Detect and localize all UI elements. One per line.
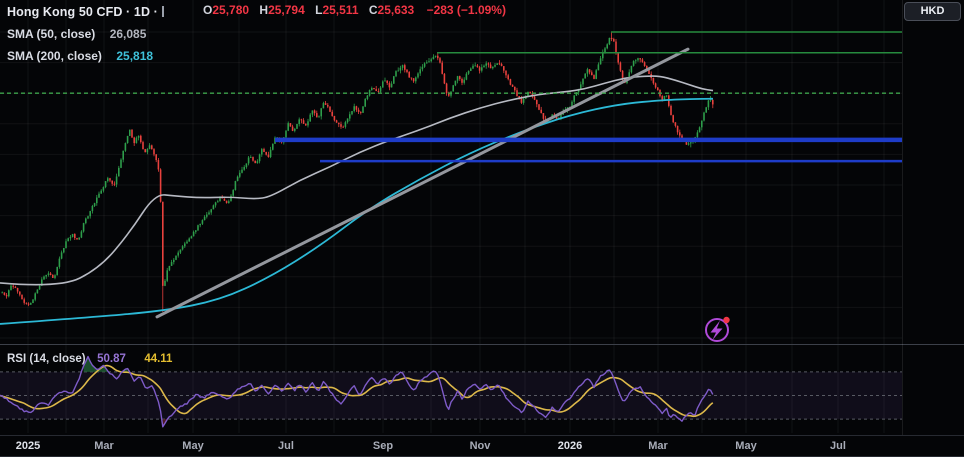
time-label-Nov: Nov [469, 440, 491, 452]
rsi-legend-row[interactable]: RSI (14, close) 50.87 44.11 [7, 349, 173, 365]
close-value: 25,633 [377, 3, 415, 17]
lightning-bolt-icon [710, 320, 723, 340]
open-label: O [203, 3, 213, 17]
price-axis[interactable]: 25,00024,00023,00022,00021,00020,00019,0… [902, 0, 964, 434]
rsi-line [0, 355, 714, 428]
rsi-label: RSI (14, close) [7, 353, 86, 365]
pane-divider[interactable] [0, 344, 964, 345]
time-label-Mar: Mar [94, 440, 114, 452]
rsi-value: 50.87 [97, 353, 126, 365]
time-label-Jul: Jul [830, 440, 846, 452]
rsi-pane [0, 355, 902, 428]
title-cursor-bar [161, 6, 164, 17]
time-label-Sep: Sep [372, 440, 394, 452]
time-label-Mar: Mar [648, 440, 668, 452]
high-label: H [259, 3, 269, 17]
overlay-lines [0, 47, 714, 325]
time-label-May: May [182, 440, 204, 452]
symbol-title: Hong Kong 50 CFD · 1D · [7, 5, 158, 19]
sma200-line [0, 97, 714, 325]
sma200-label: SMA (200, close) [7, 49, 102, 63]
time-label-2026: 2026 [557, 440, 583, 452]
time-label-2025: 2025 [15, 440, 41, 452]
rsi-ma-value: 44.11 [144, 353, 173, 365]
time-axis[interactable]: 2025 Mar May Jul Sep Nov 2026 Mar May Jul [0, 436, 964, 457]
sma200-value: 25,818 [116, 49, 154, 63]
candlestick-series [1, 32, 714, 312]
currency-button[interactable]: HKD [904, 2, 961, 21]
price-axis-divider [902, 0, 903, 435]
trendline [155, 47, 690, 319]
close-label: C [368, 3, 378, 17]
symbol-legend-row[interactable]: Hong Kong 50 CFD · 1D · O25,780 H25,794 … [7, 3, 506, 19]
sma50-label: SMA (50, close) [7, 27, 96, 41]
ohlc-values: O25,780 H25,794 L25,511 C25,633 −283 (−1… [203, 3, 506, 17]
sma50-value: 26,085 [109, 27, 147, 41]
sma50-line [0, 75, 714, 286]
boost-button[interactable] [705, 316, 730, 342]
time-label-Jul: Jul [278, 440, 294, 452]
sma50-legend-row[interactable]: SMA (50, close) 26,085 [7, 25, 146, 41]
boost-ring-icon [705, 318, 729, 342]
open-value: 25,780 [212, 3, 250, 17]
price-levels[interactable] [0, 31, 902, 163]
low-label: L [315, 3, 323, 17]
high-value: 25,794 [268, 3, 305, 17]
change-value: −283 (−1.09%) [426, 3, 506, 17]
low-value: 25,511 [322, 3, 359, 17]
time-label-May: May [735, 440, 757, 452]
sma200-legend-row[interactable]: SMA (200, close) 25,818 [7, 47, 153, 63]
notification-dot [723, 316, 730, 324]
time-axis-divider [0, 435, 964, 436]
grid-lines [0, 0, 902, 433]
